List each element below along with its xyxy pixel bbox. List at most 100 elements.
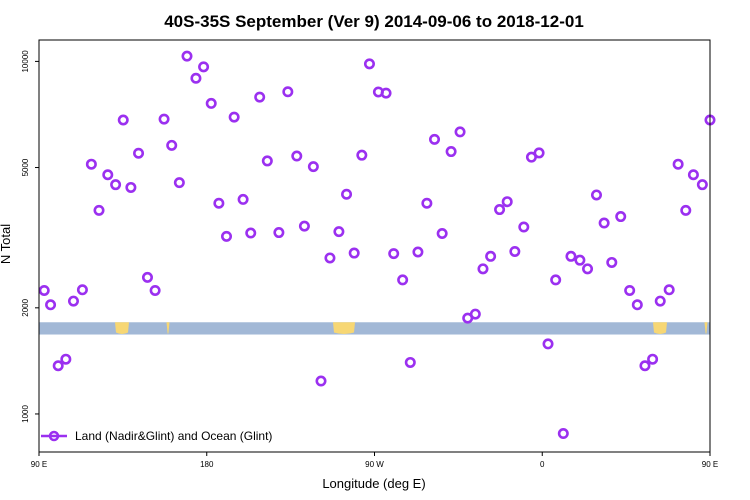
x-tick-label: 90 W <box>365 460 384 469</box>
data-point <box>477 263 489 275</box>
data-point <box>454 126 466 138</box>
data-point <box>680 204 692 216</box>
data-point <box>228 111 240 123</box>
data-point <box>421 197 433 209</box>
data-point <box>149 284 161 296</box>
data-point <box>542 338 554 350</box>
data-point <box>582 263 594 275</box>
data-point <box>110 179 122 191</box>
data-point <box>518 221 530 233</box>
data-point <box>45 299 57 311</box>
data-point <box>282 86 294 98</box>
data-point <box>181 50 193 62</box>
data-point <box>38 284 50 296</box>
x-axis-label: Longitude (deg E) <box>322 476 425 491</box>
data-point <box>76 284 88 296</box>
data-point <box>356 149 368 161</box>
y-tick-label: 10000 <box>21 50 30 73</box>
data-point <box>158 113 170 125</box>
data-point <box>590 189 602 201</box>
data-point <box>397 274 409 286</box>
data-point <box>494 204 506 216</box>
data-point <box>190 72 202 84</box>
data-point <box>501 196 513 208</box>
data-point <box>550 274 562 286</box>
land-mass <box>333 322 355 335</box>
data-point <box>696 179 708 191</box>
data-point <box>67 295 79 307</box>
data-point <box>291 150 303 162</box>
data-point <box>52 360 64 372</box>
data-point <box>631 299 643 311</box>
data-point <box>213 197 225 209</box>
data-point <box>606 256 618 268</box>
y-axis: 1000 2000 5000 10000 <box>21 50 39 423</box>
data-point <box>60 353 72 365</box>
data-point <box>348 247 360 259</box>
data-point <box>509 245 521 257</box>
data-point <box>672 158 684 170</box>
land-mass <box>653 322 667 335</box>
data-point <box>598 217 610 229</box>
legend-entry-label: Land (Nadir&Glint) and Ocean (Glint) <box>75 429 272 443</box>
surface-band <box>39 322 710 335</box>
data-point <box>237 193 249 205</box>
land-mass <box>704 322 708 335</box>
data-point <box>363 58 375 70</box>
x-tick-label: 0 <box>540 460 545 469</box>
data-point <box>93 204 105 216</box>
data-point <box>615 211 627 223</box>
data-point <box>173 177 185 189</box>
data-point <box>141 271 153 283</box>
data-point <box>125 181 137 193</box>
legend-marker <box>48 430 60 442</box>
data-point <box>412 246 424 258</box>
x-tick-label: 180 <box>200 460 214 469</box>
data-point <box>261 155 273 167</box>
data-point <box>245 227 257 239</box>
data-points <box>38 50 716 440</box>
y-tick-label: 1000 <box>21 405 30 423</box>
data-point <box>687 169 699 181</box>
ocean-band <box>39 322 710 335</box>
data-point <box>654 295 666 307</box>
data-point <box>388 248 400 260</box>
data-point <box>533 147 545 159</box>
x-axis: 90 E 180 90 W 0 90 E <box>31 452 718 469</box>
x-tick-label: 90 E <box>31 460 47 469</box>
data-point <box>117 114 129 126</box>
data-point <box>205 97 217 109</box>
data-point <box>663 284 675 296</box>
plot-frame <box>38 39 711 453</box>
legend: Land (Nadir&Glint) and Ocean (Glint) <box>41 429 272 443</box>
data-point <box>333 226 345 238</box>
data-point <box>445 146 457 158</box>
data-point <box>639 360 651 372</box>
data-point <box>436 227 448 239</box>
data-point <box>380 87 392 99</box>
y-tick-label: 5000 <box>21 158 30 176</box>
data-point <box>198 61 210 73</box>
land-mass <box>115 322 129 335</box>
data-point <box>574 254 586 266</box>
x-tick-label: 90 E <box>702 460 718 469</box>
data-point <box>557 428 569 440</box>
data-point <box>647 353 659 365</box>
data-point <box>166 139 178 151</box>
data-point <box>254 91 266 103</box>
data-point <box>469 308 481 320</box>
data-point <box>565 250 577 262</box>
data-point <box>85 158 97 170</box>
data-point <box>624 284 636 296</box>
data-point <box>133 147 145 159</box>
y-tick-label: 2000 <box>21 298 30 316</box>
y-axis-label: N Total <box>0 224 13 264</box>
data-point <box>429 133 441 145</box>
data-point <box>273 227 285 239</box>
data-point <box>324 252 336 264</box>
data-point <box>307 161 319 173</box>
land-mass <box>166 322 170 335</box>
data-point <box>485 250 497 262</box>
data-point <box>404 356 416 368</box>
